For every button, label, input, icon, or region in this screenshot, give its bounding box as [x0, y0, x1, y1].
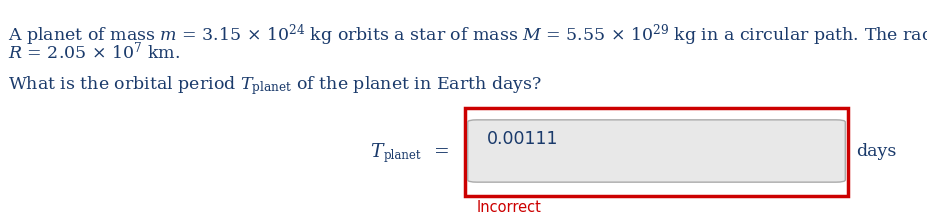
Text: planet: planet	[384, 149, 421, 163]
Text: A planet of mass $m$ = 3.15 $\times$ 10$^{24}$ kg orbits a star of mass $\mathbf: A planet of mass $m$ = 3.15 $\times$ 10$…	[8, 23, 927, 48]
Text: Incorrect: Incorrect	[476, 200, 541, 215]
Text: =: =	[427, 143, 450, 161]
Bar	[464, 108, 847, 196]
Text: days: days	[855, 143, 895, 161]
Text: 0.00111: 0.00111	[487, 130, 558, 148]
FancyBboxPatch shape	[467, 120, 844, 182]
Text: What is the orbital period $T_{\mathrm{planet}}$ of the planet in Earth days?: What is the orbital period $T_{\mathrm{p…	[8, 75, 541, 97]
Text: $T$: $T$	[370, 143, 386, 161]
Text: $R$ = 2.05 $\times$ 10$^{7}$ km.: $R$ = 2.05 $\times$ 10$^{7}$ km.	[8, 41, 180, 63]
